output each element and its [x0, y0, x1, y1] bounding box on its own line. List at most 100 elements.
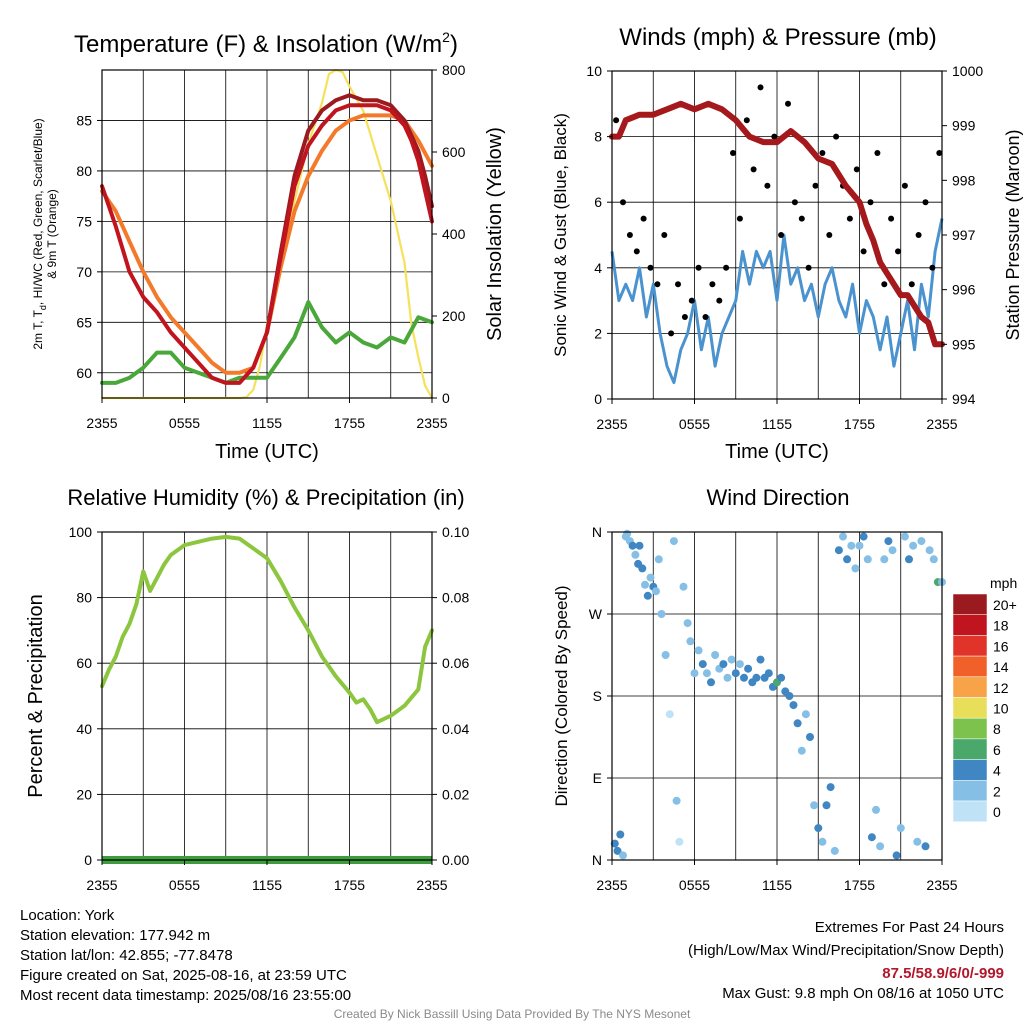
- temperature-panel: Temperature (F) & Insolation (W/m2) 60 65…: [31, 29, 506, 463]
- direction-point: [690, 669, 699, 678]
- colorbar-label: 14: [993, 659, 1009, 675]
- x-tick-label: 2355: [416, 415, 447, 431]
- colorbar-label: 2: [993, 783, 1001, 799]
- direction-point: [810, 801, 819, 810]
- extremes-title: Extremes For Past 24 Hours: [814, 919, 1004, 936]
- x-tick-label: 2355: [596, 416, 627, 432]
- gust-point: [888, 215, 895, 222]
- x-tick-label: 0555: [679, 877, 710, 893]
- gust-point: [743, 117, 750, 124]
- direction-point: [793, 719, 802, 728]
- y-tick-label: 10: [586, 63, 602, 79]
- direction-point: [752, 673, 761, 682]
- y2-tick-label: 800: [442, 62, 466, 78]
- gust-point: [922, 199, 929, 206]
- direction-point: [880, 555, 889, 564]
- station-latlon: Station lat/lon: 42.855; -77.8478: [20, 947, 233, 964]
- direction-point: [711, 651, 720, 659]
- direction-point: [847, 541, 856, 550]
- gust-point: [764, 182, 771, 189]
- direction-point: [679, 582, 688, 591]
- x-tick-label: 0555: [169, 415, 200, 431]
- gust-point: [750, 166, 757, 173]
- direction-point: [892, 851, 901, 860]
- gust-point: [647, 264, 654, 271]
- direction-point: [672, 796, 681, 805]
- direction-point: [855, 541, 864, 550]
- colorbar-label: 18: [993, 618, 1009, 634]
- gust-point: [874, 150, 881, 156]
- y-tick-label: S: [593, 688, 602, 704]
- temperature-x-axis-label: Time (UTC): [215, 441, 319, 463]
- colorbar-title: mph: [990, 575, 1017, 591]
- y2-tick-label: 1000: [952, 63, 983, 79]
- direction-point: [756, 655, 765, 664]
- colorbar-swatch: [952, 676, 988, 698]
- y2-tick-label: 0.06: [442, 655, 469, 671]
- temperature-chart-title: Temperature (F) & Insolation (W/m2): [74, 29, 458, 58]
- series-heat_index: [265, 93, 434, 335]
- gust-point: [853, 166, 860, 173]
- direction-point: [631, 550, 640, 559]
- direction-point: [777, 673, 786, 682]
- gust-point: [805, 264, 812, 271]
- direction-point: [740, 673, 748, 682]
- y2-tick-label: 0.08: [442, 590, 469, 606]
- direction-point: [814, 824, 823, 833]
- station-elevation: Station elevation: 177.942 m: [20, 927, 211, 944]
- direction-point: [818, 837, 827, 846]
- gust-point: [654, 281, 661, 288]
- colorbar-label: 6: [993, 742, 1001, 758]
- direction-point: [917, 537, 926, 546]
- gust-point: [819, 150, 826, 156]
- gust-point: [695, 264, 702, 271]
- colorbar-swatch: [952, 635, 988, 657]
- direction-point: [905, 555, 913, 564]
- colorbar-swatch: [952, 593, 988, 615]
- y-tick-label: 0: [84, 852, 92, 868]
- series-rh: [100, 534, 434, 725]
- figure-created: Figure created on Sat, 2025-08-16, at 23…: [20, 967, 347, 984]
- y2-tick-label: 200: [442, 308, 466, 324]
- y2-tick-label: 0.04: [442, 721, 469, 737]
- wind-series: [609, 84, 945, 385]
- direction-point: [702, 669, 711, 678]
- gust-point: [812, 182, 819, 189]
- pressure-axis-label: Station Pressure (Maroon): [1003, 129, 1023, 340]
- speed-colorbar-legend: mph 20+ 18 16 14 12 10 8 6 4 2 0: [952, 575, 1017, 822]
- direction-y-axis-label: Direction (Colored By Speed): [552, 585, 571, 806]
- direction-point: [826, 783, 835, 792]
- x-tick-label: 2355: [926, 416, 957, 432]
- y-tick-label: W: [589, 606, 603, 622]
- y2-tick-label: 997: [952, 227, 976, 243]
- x-tick-label: 2355: [416, 877, 447, 893]
- direction-point: [863, 555, 872, 564]
- gust-point: [757, 84, 764, 91]
- colorbar-swatch: [952, 738, 988, 760]
- direction-point: [619, 851, 627, 860]
- direction-point: [859, 532, 868, 541]
- wind-chart-title: Winds (mph) & Pressure (mb): [619, 24, 936, 51]
- gust-point: [798, 215, 805, 222]
- colorbar-label: 4: [993, 763, 1001, 779]
- gust-point: [936, 150, 943, 156]
- y-tick-label: 100: [69, 524, 93, 540]
- y-tick-label: 60: [76, 365, 92, 381]
- y-tick-label: E: [593, 770, 602, 786]
- gust-point: [675, 281, 681, 288]
- colorbar-swatch: [952, 655, 988, 678]
- colorbar-swatch: [952, 800, 988, 822]
- credit-line: Created By Nick Bassill Using Data Provi…: [333, 1007, 691, 1021]
- humidity-chart-title: Relative Humidity (%) & Precipitation (i…: [67, 485, 464, 510]
- x-tick-label: 0555: [679, 416, 710, 432]
- gust-point: [771, 133, 778, 140]
- y-tick-label: 6: [594, 194, 602, 210]
- colorbar-label: 10: [993, 701, 1009, 717]
- gust-point: [716, 297, 723, 304]
- y-tick-label: 8: [594, 129, 602, 145]
- direction-point: [719, 660, 728, 669]
- y2-tick-label: 994: [952, 391, 976, 407]
- direction-point: [867, 833, 876, 842]
- direction-point: [876, 842, 885, 851]
